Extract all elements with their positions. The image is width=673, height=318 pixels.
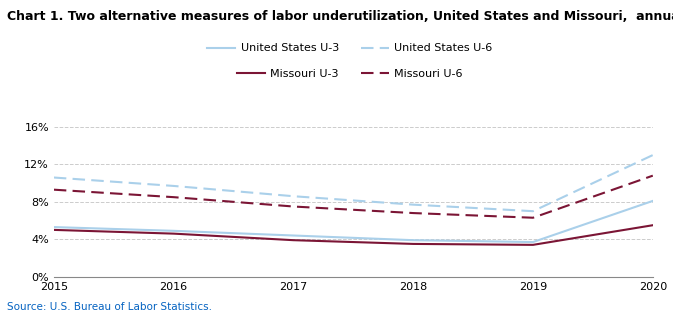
Text: Source: U.S. Bureau of Labor Statistics.: Source: U.S. Bureau of Labor Statistics. [7, 302, 212, 312]
Legend: Missouri U-3, Missouri U-6: Missouri U-3, Missouri U-6 [233, 64, 467, 83]
Legend: United States U-3, United States U-6: United States U-3, United States U-6 [203, 39, 497, 58]
Text: Chart 1. Two alternative measures of labor underutilization, United States and M: Chart 1. Two alternative measures of lab… [7, 10, 673, 23]
